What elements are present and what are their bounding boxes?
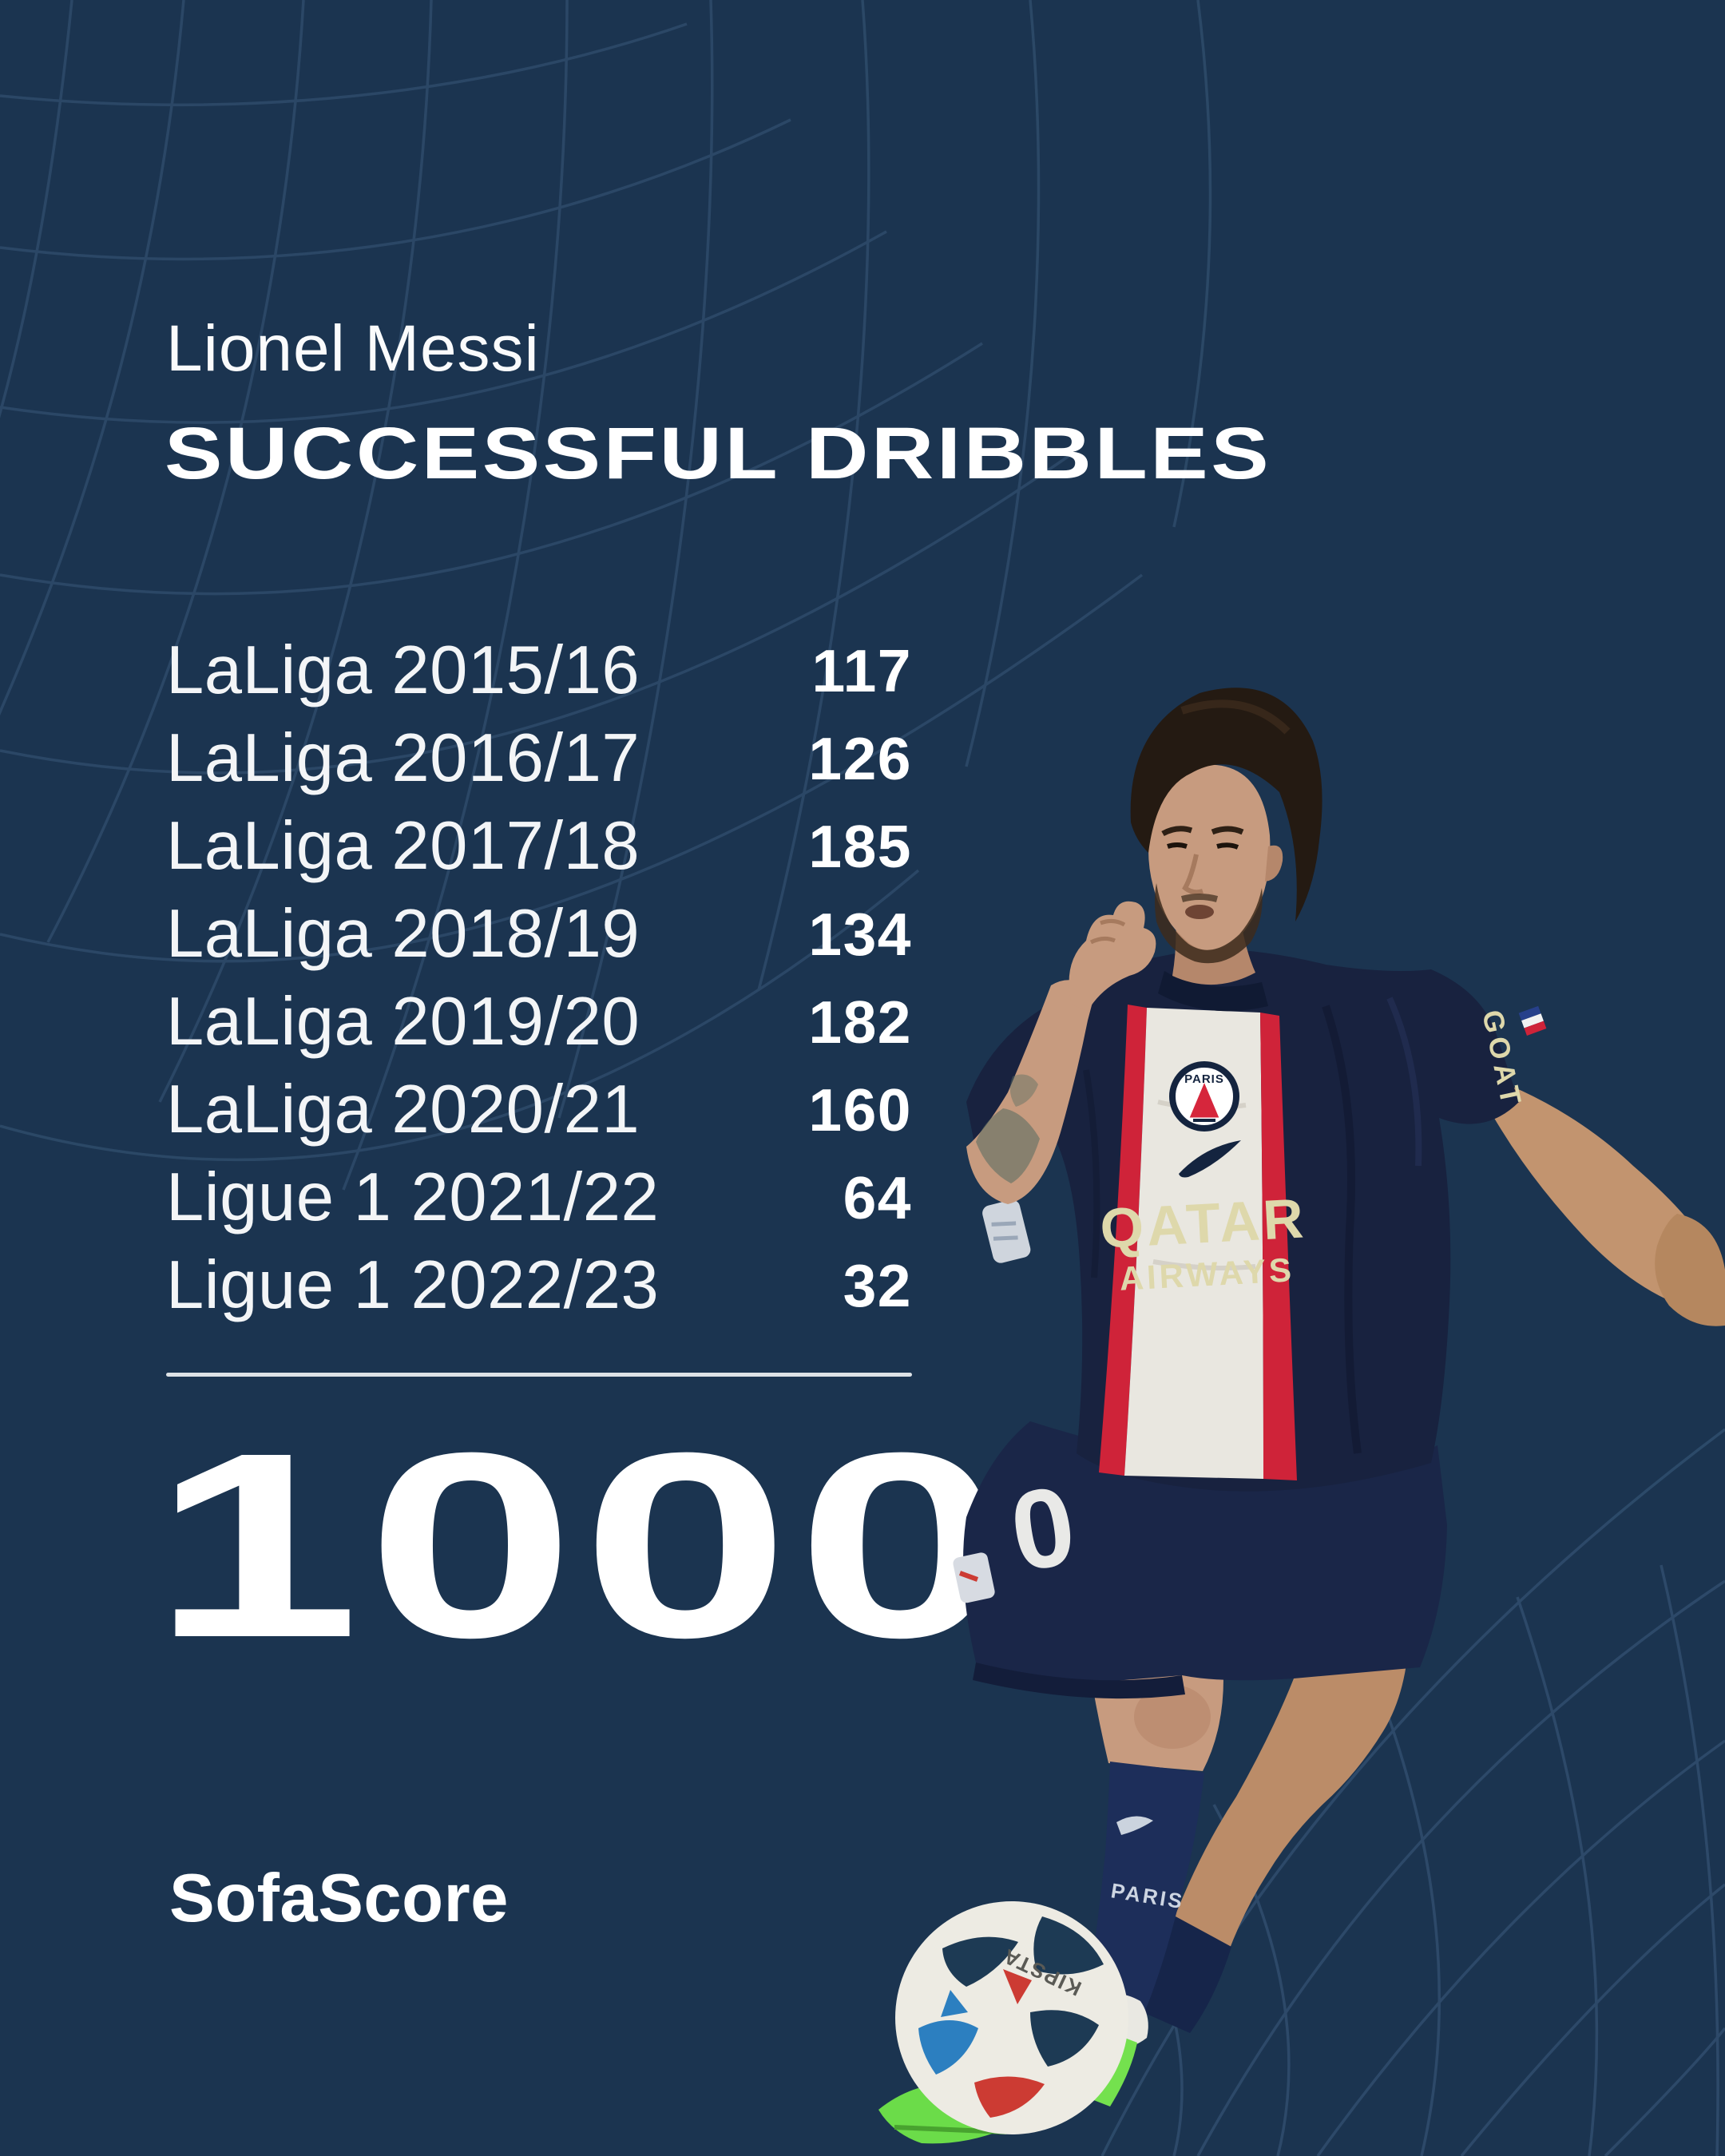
divider-line — [166, 1373, 912, 1377]
dribbles-value: 185 — [808, 813, 912, 880]
player-name: Lionel Messi — [166, 312, 540, 385]
french-flag-patch — [1518, 1005, 1547, 1036]
page-title: SUCCESSFUL DRIBBLES — [165, 413, 1272, 494]
psg-crest: PARIS — [1169, 1061, 1239, 1132]
dribbles-value: 182 — [808, 989, 912, 1056]
dribbles-value: 64 — [843, 1164, 912, 1231]
jersey-sponsor-line2: AIRWAYS — [1118, 1250, 1295, 1297]
sofascore-logo: SofaScore — [169, 1861, 509, 1936]
stat-row: LaLiga 2016/17 126 — [166, 715, 912, 803]
stat-row: LaLiga 2017/18 185 — [166, 803, 912, 890]
season-label: LaLiga 2016/17 — [166, 720, 640, 796]
season-label: Ligue 1 2022/23 — [166, 1247, 660, 1323]
dribbles-value: 160 — [808, 1076, 912, 1143]
messi-photo: PARIS KIPSTA 0 — [878, 688, 1725, 2144]
season-label: LaLiga 2017/18 — [166, 808, 640, 884]
jersey-sponsor-line1: QATAR — [1099, 1187, 1308, 1259]
stat-row: LaLiga 2020/21 160 — [166, 1066, 912, 1154]
stat-row: Ligue 1 2021/22 64 — [166, 1154, 912, 1242]
dribbles-value: 134 — [808, 901, 912, 968]
season-label: LaLiga 2019/20 — [166, 984, 640, 1060]
messi-head — [1130, 688, 1322, 964]
stat-row: Ligue 1 2022/23 32 — [166, 1242, 912, 1330]
dribbles-value: 126 — [808, 725, 912, 792]
dribbles-value: 117 — [811, 637, 912, 704]
season-label: Ligue 1 2021/22 — [166, 1159, 660, 1235]
season-label: LaLiga 2020/21 — [166, 1072, 640, 1147]
season-label: LaLiga 2018/19 — [166, 896, 640, 972]
dribbles-value: 32 — [843, 1252, 912, 1319]
season-label: LaLiga 2015/16 — [166, 632, 640, 708]
crest-text: PARIS — [1184, 1072, 1224, 1086]
total-dribbles: 1000 — [152, 1397, 1012, 1692]
soccer-ball: KIPSTA — [895, 1901, 1128, 2134]
stat-row: LaLiga 2015/16 117 — [166, 627, 912, 715]
stat-row: LaLiga 2018/19 134 — [166, 890, 912, 978]
stat-row: LaLiga 2019/20 182 — [166, 978, 912, 1066]
